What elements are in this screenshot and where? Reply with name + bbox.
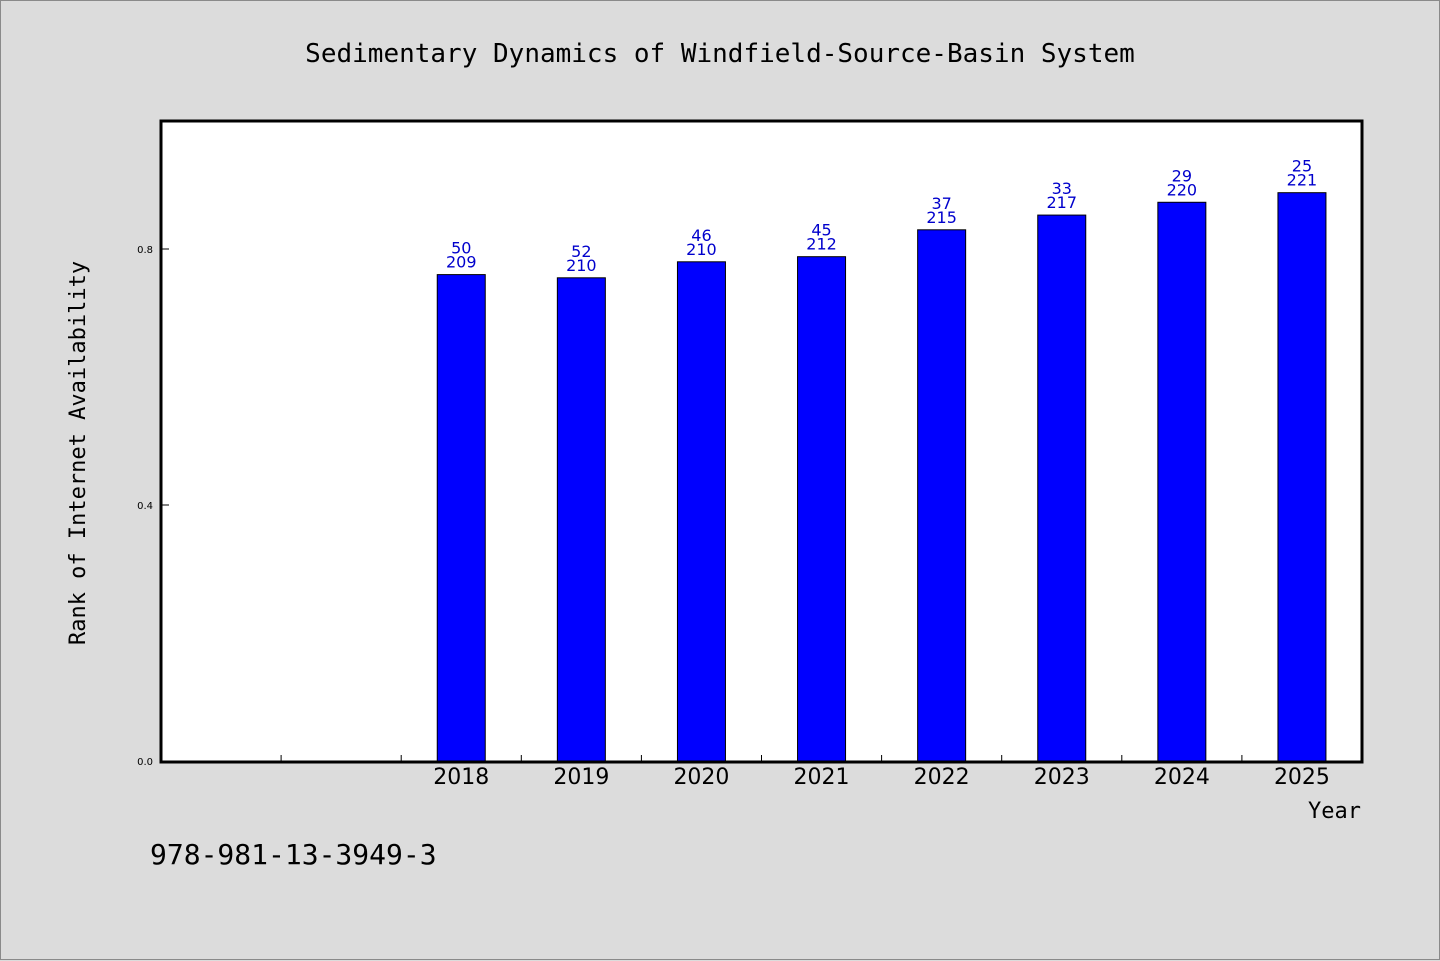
y-tick-label: 0.0 <box>137 757 153 768</box>
data-label-bottom: 220 <box>1167 180 1198 199</box>
x-tick-label: 2021 <box>794 765 850 790</box>
x-tick-label: 2018 <box>433 765 489 790</box>
bar-2025 <box>1277 192 1327 762</box>
bars-layer <box>436 192 1327 762</box>
data-label-top: 45 <box>811 221 831 240</box>
x-tick-label: 2024 <box>1154 765 1210 790</box>
data-label-bottom: 210 <box>686 240 717 259</box>
data-label-bottom: 212 <box>806 235 837 254</box>
bar-2021 <box>797 256 847 762</box>
data-label-bottom: 217 <box>1046 193 1077 212</box>
x-ticks-layer: 2018 2019 2020 2021 2022 2023 2024 2025 <box>280 755 1330 790</box>
data-label-bottom: 215 <box>926 208 957 227</box>
y-axis-label: Rank of Internet Availability <box>66 261 91 645</box>
data-label-top: 25 <box>1292 157 1312 176</box>
data-label-top: 46 <box>691 226 711 245</box>
bar-2019 <box>556 277 606 762</box>
bar-2023 <box>1037 214 1087 762</box>
y-tick-label: 0.4 <box>137 501 153 512</box>
isbn-text: 978-981-13-3949-3 <box>150 838 437 871</box>
data-label-top: 37 <box>931 194 951 213</box>
x-tick-label: 2023 <box>1034 765 1090 790</box>
y-tick-label: 0.8 <box>137 245 153 256</box>
chart-title: Sedimentary Dynamics of Windfield-Source… <box>305 39 1135 69</box>
x-axis-label: Year <box>1308 799 1361 824</box>
data-label-top: 50 <box>451 239 471 258</box>
data-label-bottom: 209 <box>446 253 477 272</box>
x-tick-label: 2020 <box>673 765 729 790</box>
y-ticks-layer: 0.0 0.4 0.8 <box>137 245 169 768</box>
x-tick-label: 2025 <box>1274 765 1330 790</box>
data-label-top: 52 <box>571 242 591 261</box>
data-label-bottom: 210 <box>566 256 597 275</box>
bar-2018 <box>436 274 486 762</box>
data-label-bottom: 221 <box>1287 171 1318 190</box>
x-tick-label: 2019 <box>553 765 609 790</box>
bar-2020 <box>676 261 726 762</box>
data-label-top: 29 <box>1172 166 1192 185</box>
bar-2024 <box>1157 201 1207 762</box>
x-tick-label: 2022 <box>914 765 970 790</box>
data-label-top: 33 <box>1052 179 1072 198</box>
bar-2022 <box>917 229 967 762</box>
